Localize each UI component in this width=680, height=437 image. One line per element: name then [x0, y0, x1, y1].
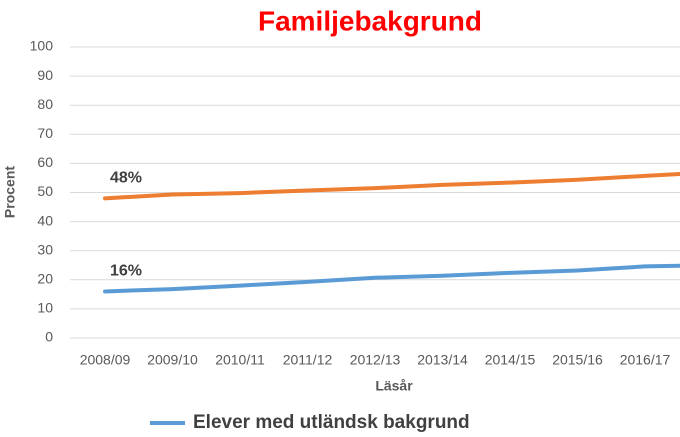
x-tick-label: 2014/15 [485, 352, 536, 368]
y-tick-label: 30 [37, 241, 53, 257]
x-tick-label: 2013/14 [417, 352, 468, 368]
x-tick-label: 2011/12 [283, 352, 333, 368]
y-tick-label: 100 [30, 38, 54, 54]
x-tick-label: 2008/09 [80, 352, 131, 368]
chart-title: Familjebakgrund [258, 5, 482, 36]
x-tick-label: 2012/13 [350, 352, 401, 368]
y-tick-label: 90 [37, 67, 53, 83]
y-tick-label: 60 [37, 154, 53, 170]
y-tick-label: 10 [37, 300, 53, 316]
y-tick-label: 50 [37, 183, 53, 199]
y-axis-label: Procent [2, 166, 18, 218]
data-label: 48% [110, 170, 142, 187]
x-tick-label: 2015/16 [552, 352, 603, 368]
x-tick-label: 2010/11 [215, 352, 265, 368]
y-tick-label: 40 [37, 212, 53, 228]
y-tick-label: 80 [37, 96, 53, 112]
series-line [103, 263, 680, 294]
x-tick-label: 2016/17 [620, 352, 671, 368]
y-tick-label: 20 [37, 271, 53, 287]
x-tick-label: 2009/10 [147, 352, 198, 368]
data-label: 16% [110, 263, 142, 280]
y-tick-label: 70 [37, 125, 53, 141]
x-axis-label: Läsår [375, 378, 413, 394]
series-line [103, 171, 680, 201]
y-tick-label: 0 [45, 329, 53, 345]
legend-label: Elever med utländsk bakgrund [193, 412, 470, 433]
